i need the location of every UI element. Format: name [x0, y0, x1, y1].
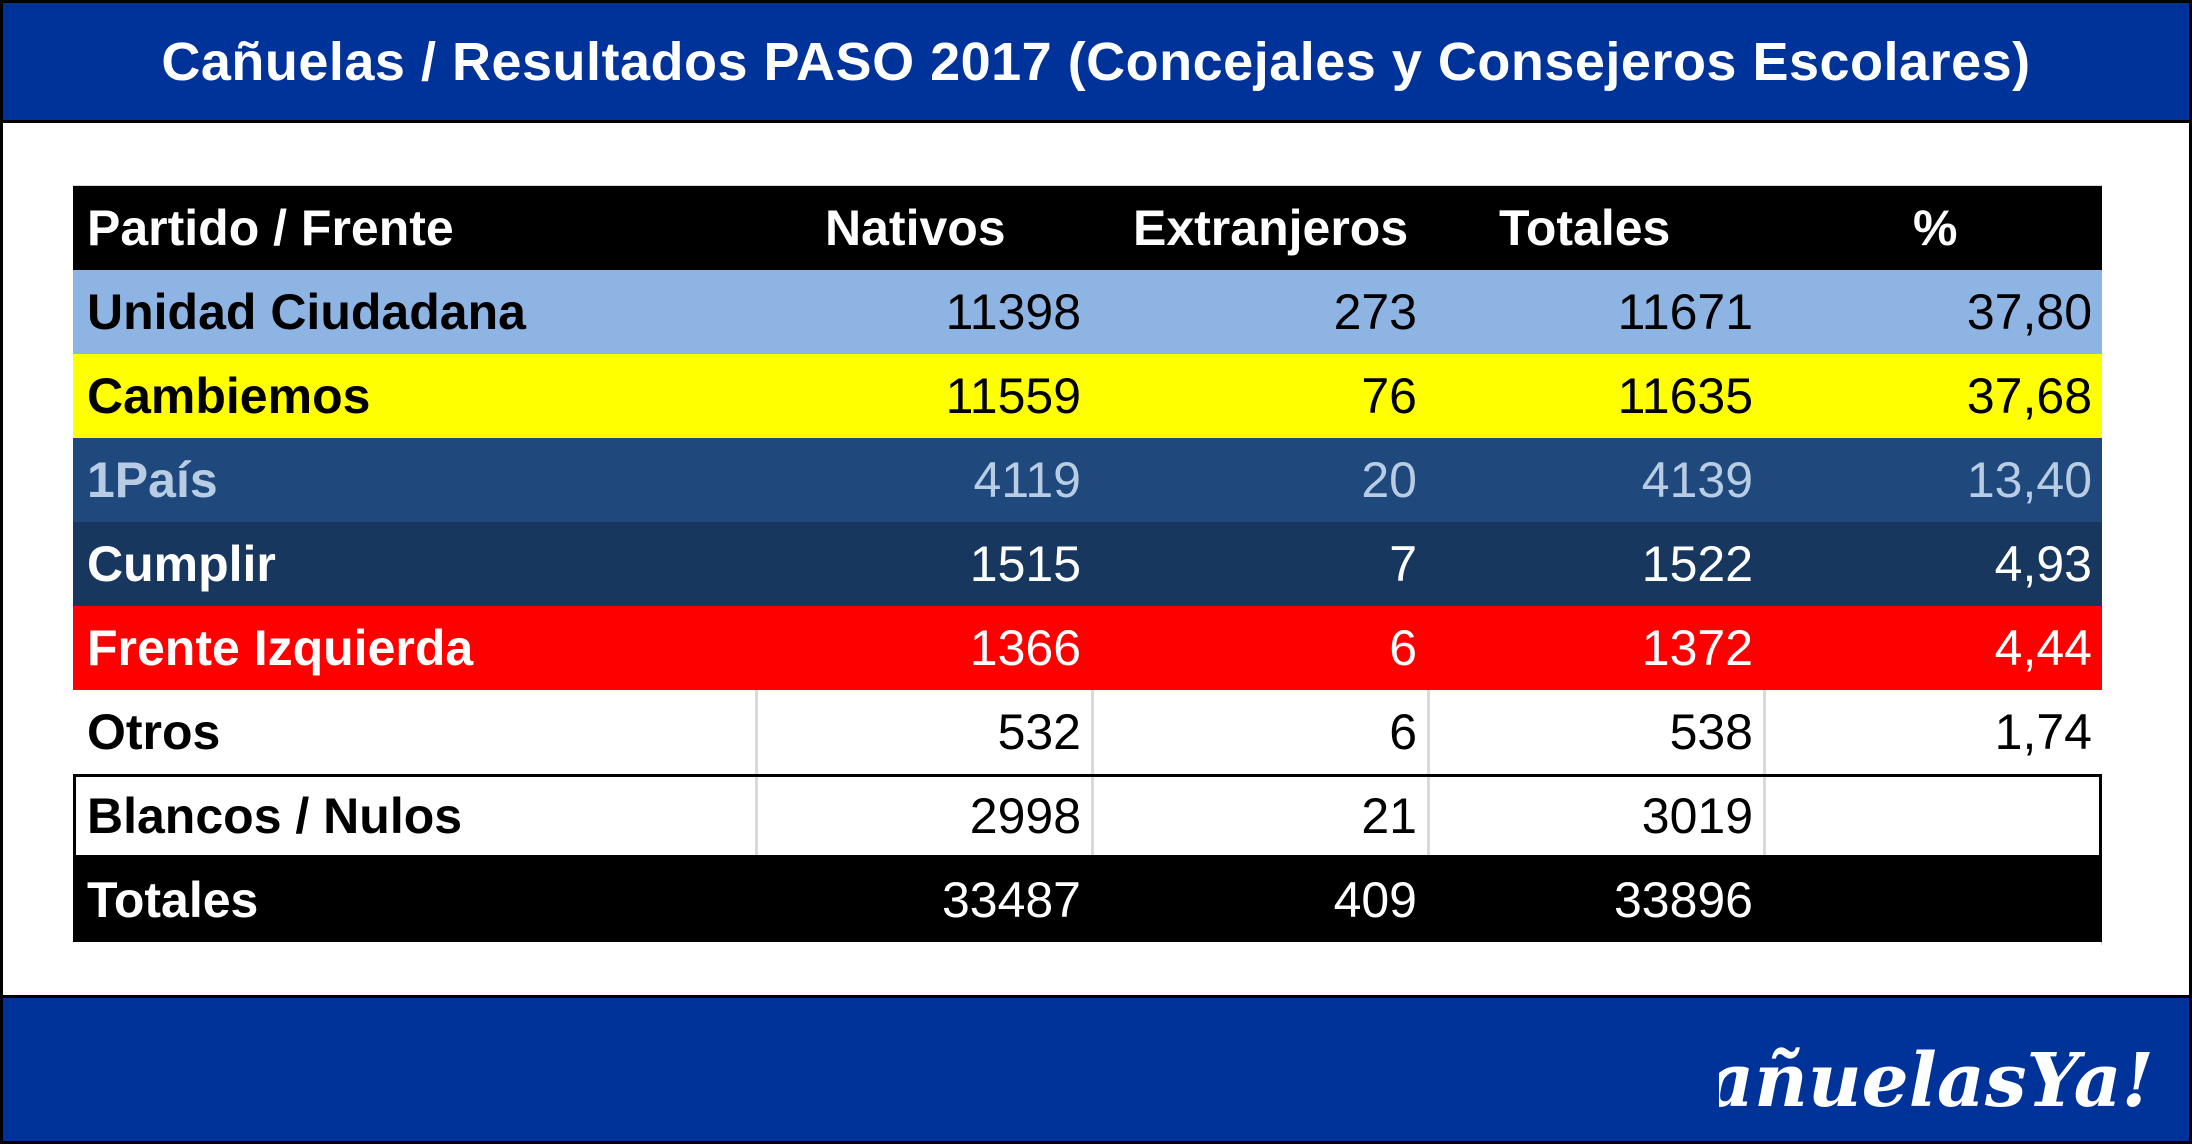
row-totales: 3019 [1427, 774, 1763, 858]
row-party: Blancos / Nulos [87, 788, 463, 844]
row-party: Cumplir [87, 536, 276, 592]
row-nativos: 1515 [969, 536, 1081, 592]
title-bar: Cañuelas / Resultados PASO 2017 (Conceja… [3, 3, 2189, 123]
page-title: Cañuelas / Resultados PASO 2017 (Conceja… [161, 31, 2031, 92]
row-extranjeros: 20 [1361, 452, 1417, 508]
row-percent [1763, 774, 2102, 858]
row-nativos: 532 [755, 690, 1091, 774]
row-percent: 1,74 [1763, 690, 2102, 774]
header-party: Partido / Frente [87, 200, 454, 256]
row-party: 1País [87, 452, 218, 508]
row-totales: 11635 [1617, 368, 1753, 424]
row-party: Totales [87, 872, 259, 928]
row-percent: 13,40 [1966, 452, 2092, 508]
table-row: Frente Izquierda 1366 6 1372 4,44 [73, 606, 2102, 690]
row-nativos: 1366 [969, 620, 1081, 676]
row-nativos: 33487 [941, 872, 1081, 928]
row-nativos: 2998 [755, 774, 1091, 858]
row-percent: 37,80 [1966, 284, 2092, 340]
table-header-row: Partido / Frente Nativos Extranjeros Tot… [73, 186, 2102, 270]
row-party: Cambiemos [87, 368, 371, 424]
results-table: Partido / Frente Nativos Extranjeros Tot… [73, 185, 2102, 945]
header-extranjeros: Extranjeros [1133, 200, 1409, 256]
header-nativos: Nativos [825, 200, 1006, 256]
row-totales: 1522 [1641, 536, 1753, 592]
row-percent: 4,44 [1994, 620, 2092, 676]
row-party: Frente Izquierda [87, 620, 474, 676]
row-nativos: 11398 [945, 284, 1081, 340]
row-party: Otros [87, 704, 221, 760]
canuelasya-logo: CañuelasYa! [1719, 1038, 2154, 1124]
table-row: Cambiemos 11559 76 11635 37,68 [73, 354, 2102, 438]
row-extranjeros: 273 [1333, 284, 1417, 340]
row-nativos: 4119 [973, 452, 1081, 508]
row-extranjeros: 409 [1333, 872, 1417, 928]
row-totales: 1372 [1641, 620, 1753, 676]
table-row: Cumplir 1515 7 1522 4,93 [73, 522, 2102, 606]
row-totales: 33896 [1613, 872, 1753, 928]
table-row: Unidad Ciudadana 11398 273 11671 37,80 [73, 270, 2102, 354]
blancos-row-outline [73, 774, 2102, 858]
table-row: 1País 4119 20 4139 13,40 [73, 438, 2102, 522]
row-party: Unidad Ciudadana [87, 284, 526, 340]
row-totales: 538 [1427, 690, 1763, 774]
row-nativos: 11559 [945, 368, 1081, 424]
row-extranjeros: 76 [1361, 368, 1417, 424]
header-percent: % [1913, 200, 1958, 256]
header-totales: Totales [1499, 200, 1671, 256]
table-row: Blancos / Nulos 2998 21 3019 [73, 774, 2102, 858]
row-extranjeros: 6 [1389, 620, 1417, 676]
row-percent: 37,68 [1966, 368, 2092, 424]
row-percent [1763, 858, 2102, 942]
row-extranjeros: 6 [1091, 690, 1427, 774]
table-row: Otros 532 6 538 1,74 [73, 690, 2102, 774]
totals-row: Totales 33487 409 33896 [73, 858, 2102, 942]
row-extranjeros: 21 [1091, 774, 1427, 858]
row-percent: 4,93 [1994, 536, 2092, 592]
logo-text: CañuelasYa! [1719, 1038, 2154, 1124]
row-totales: 4139 [1641, 452, 1753, 508]
row-extranjeros: 7 [1389, 536, 1417, 592]
footer-bar: CañuelasYa! [3, 995, 2189, 1141]
row-totales: 11671 [1617, 284, 1753, 340]
